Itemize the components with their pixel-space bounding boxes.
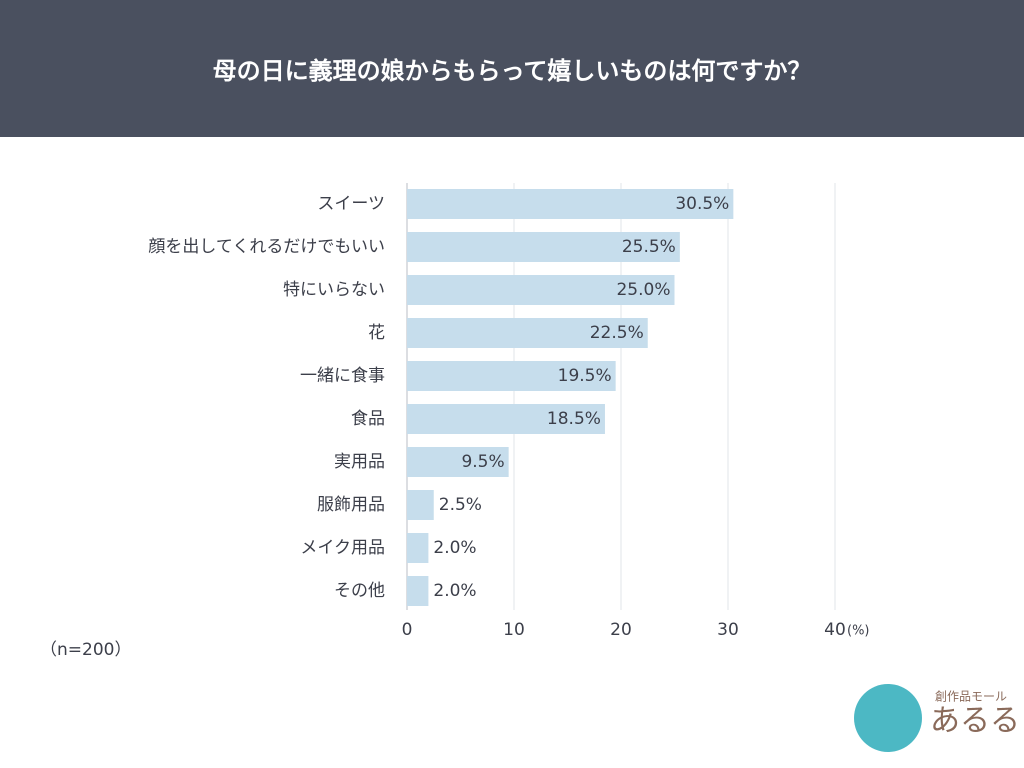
x-tick-label: 30 xyxy=(717,620,739,640)
y-tick-label: 食品 xyxy=(351,409,385,429)
y-tick-label: 特にいらない xyxy=(283,280,385,300)
value-label: 25.5% xyxy=(622,237,676,257)
value-label: 25.0% xyxy=(616,280,670,300)
y-tick-label: 服飾用品 xyxy=(317,495,385,515)
y-tick-label: スイーツ xyxy=(317,194,385,214)
x-tick-label: 0 xyxy=(402,620,413,640)
y-tick-label: 実用品 xyxy=(334,452,385,472)
y-tick-label: メイク用品 xyxy=(300,538,385,558)
value-label: 19.5% xyxy=(558,366,612,386)
logo-circle xyxy=(854,684,922,752)
y-tick-label: その他 xyxy=(334,581,385,601)
logo: 創作品モール あるる xyxy=(854,684,1020,752)
value-label: 9.5% xyxy=(461,452,504,472)
value-label: 2.0% xyxy=(433,581,476,601)
value-label: 18.5% xyxy=(547,409,601,429)
bar xyxy=(407,490,434,520)
bar xyxy=(407,447,509,477)
value-label: 2.5% xyxy=(439,495,482,515)
x-tick-label: 10 xyxy=(503,620,525,640)
bar xyxy=(407,404,605,434)
y-tick-label: 一緒に食事 xyxy=(300,366,385,386)
bar xyxy=(407,189,734,219)
logo-tagline: 創作品モール xyxy=(935,690,1007,704)
bar xyxy=(407,318,648,348)
logo-name: あるる xyxy=(930,704,1020,739)
bar xyxy=(407,533,429,563)
value-label: 30.5% xyxy=(675,194,729,214)
value-label: 22.5% xyxy=(590,323,644,343)
bar xyxy=(407,361,616,391)
y-tick-label: 顔を出してくれるだけでもいい xyxy=(148,237,385,257)
bar xyxy=(407,275,675,305)
note: （n=200） xyxy=(40,640,131,660)
x-tick-label: 40 xyxy=(824,620,846,640)
header-bar xyxy=(0,0,1024,137)
x-tick-label: 20 xyxy=(610,620,632,640)
bar xyxy=(407,576,429,606)
value-label: 2.0% xyxy=(433,538,476,558)
bar xyxy=(407,232,680,262)
x-axis-label: (%) xyxy=(847,624,870,639)
y-tick-label: 花 xyxy=(368,323,385,343)
chart-title: 母の日に義理の娘からもらって嬉しいものは何ですか？ xyxy=(213,57,812,85)
